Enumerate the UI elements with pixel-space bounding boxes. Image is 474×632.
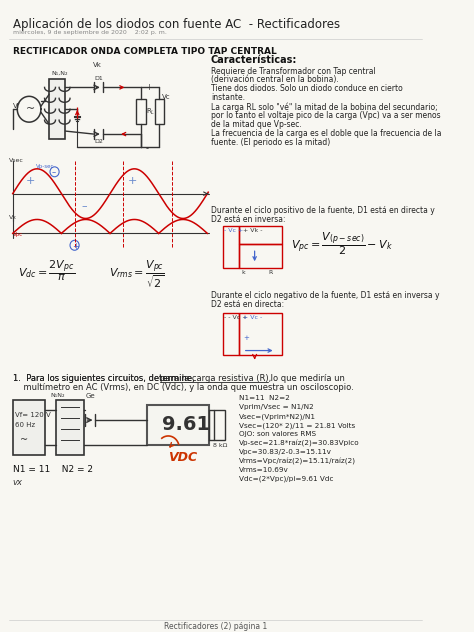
Text: N1=11  N2=2: N1=11 N2=2 bbox=[239, 395, 290, 401]
Text: Vsec=(120* 2)/11 = 21.81 Volts: Vsec=(120* 2)/11 = 21.81 Volts bbox=[239, 422, 356, 428]
Text: D2: D2 bbox=[95, 139, 103, 144]
Text: 9.61: 9.61 bbox=[162, 415, 210, 434]
Bar bbox=[137, 99, 146, 124]
Bar bbox=[147, 405, 209, 445]
Text: Vrms=10.69v: Vrms=10.69v bbox=[239, 467, 289, 473]
Text: 1.  Para los siguientes circuitos, determine,: 1. Para los siguientes circuitos, determ… bbox=[13, 374, 197, 384]
Text: Vp-sec=21.8*raíz(2)=30.83Vpico: Vp-sec=21.8*raíz(2)=30.83Vpico bbox=[239, 440, 360, 447]
Text: Características:: Características: bbox=[211, 54, 297, 64]
Bar bbox=[56, 400, 84, 455]
Bar bbox=[155, 99, 164, 124]
Text: La frecuencia de la carga es el doble que la frecuencia de la: La frecuencia de la carga es el doble qu… bbox=[211, 129, 441, 138]
Text: Vpc: Vpc bbox=[13, 233, 23, 238]
Text: fuente. (El periodo es la mitad): fuente. (El periodo es la mitad) bbox=[211, 138, 330, 147]
Text: Tiene dos diodos. Solo un diodo conduce en cierto: Tiene dos diodos. Solo un diodo conduce … bbox=[211, 85, 403, 94]
Text: -: - bbox=[146, 144, 148, 153]
Text: Ge: Ge bbox=[85, 393, 95, 399]
Text: vx: vx bbox=[13, 478, 23, 487]
Text: D2 está en inversa:: D2 está en inversa: bbox=[211, 214, 285, 224]
Text: +: + bbox=[146, 83, 152, 92]
Text: de la mitad que Vp-sec.: de la mitad que Vp-sec. bbox=[211, 120, 302, 129]
Text: Rectificadores (2) página 1: Rectificadores (2) página 1 bbox=[164, 622, 267, 631]
Text: N1 = 11    N2 = 2: N1 = 11 N2 = 2 bbox=[13, 465, 93, 474]
Text: +: + bbox=[128, 176, 137, 186]
Text: OJO: son valores RMS: OJO: son valores RMS bbox=[239, 431, 316, 437]
Text: + Vk -: + Vk - bbox=[243, 228, 262, 233]
Text: –: – bbox=[82, 202, 88, 212]
Text: Vk: Vk bbox=[93, 61, 101, 68]
Text: –: – bbox=[52, 168, 56, 177]
Bar bbox=[239, 245, 282, 268]
Text: para la carga resistiva (R),: para la carga resistiva (R), bbox=[160, 374, 271, 384]
Text: por lo tanto el voltaje pico de la carga (Vpc) va a ser menos: por lo tanto el voltaje pico de la carga… bbox=[211, 111, 441, 120]
Text: Requiere de Transformador con Tap central: Requiere de Transformador con Tap centra… bbox=[211, 66, 376, 76]
Text: D1: D1 bbox=[95, 76, 103, 82]
Bar bbox=[239, 313, 282, 355]
Text: lo que mediría un: lo que mediría un bbox=[268, 374, 345, 384]
Text: Vf: Vf bbox=[13, 103, 20, 109]
Text: $V_{pc} = \dfrac{V_{(p-sec)}}{2} - V_k$: $V_{pc} = \dfrac{V_{(p-sec)}}{2} - V_k$ bbox=[291, 231, 393, 257]
Text: RECTIFICADOR ONDA COMPLETA TIPO TAP CENTRAL: RECTIFICADOR ONDA COMPLETA TIPO TAP CENT… bbox=[13, 47, 276, 56]
Bar bbox=[223, 226, 239, 268]
Text: Vf= 120 V: Vf= 120 V bbox=[15, 412, 50, 418]
Text: miércoles, 9 de septiembre de 2020    2:02 p. m.: miércoles, 9 de septiembre de 2020 2:02 … bbox=[13, 30, 166, 35]
Text: Vc: Vc bbox=[162, 94, 171, 100]
Text: ~: ~ bbox=[20, 435, 28, 445]
Text: Vdc=(2*Vpc)/pi=9.61 Vdc: Vdc=(2*Vpc)/pi=9.61 Vdc bbox=[239, 476, 334, 482]
Text: Durante el ciclo negativo de la fuente, D1 está en inversa y: Durante el ciclo negativo de la fuente, … bbox=[211, 291, 439, 300]
Text: instante.: instante. bbox=[211, 94, 245, 102]
Text: + Vc -: + Vc - bbox=[243, 315, 262, 320]
Text: D2 está en directa:: D2 está en directa: bbox=[211, 300, 284, 309]
Bar bbox=[49, 80, 65, 139]
Text: Vx: Vx bbox=[9, 216, 17, 221]
Text: $V_{rms} = \dfrac{V_{pc}}{\sqrt{2}}$: $V_{rms} = \dfrac{V_{pc}}{\sqrt{2}}$ bbox=[109, 258, 164, 289]
Text: $V_{dc} = \dfrac{2V_{pc}}{\pi}$: $V_{dc} = \dfrac{2V_{pc}}{\pi}$ bbox=[18, 258, 75, 283]
Text: Aplicación de los diodos con fuente AC  - Rectificadores: Aplicación de los diodos con fuente AC -… bbox=[13, 18, 340, 31]
Text: ~: ~ bbox=[26, 104, 35, 114]
Text: 8 kΩ: 8 kΩ bbox=[213, 443, 227, 448]
Text: Vp-sec: Vp-sec bbox=[36, 164, 55, 169]
Text: R$_L$: R$_L$ bbox=[146, 107, 156, 118]
Text: Vprim/Vsec = N1/N2: Vprim/Vsec = N1/N2 bbox=[239, 404, 314, 410]
Text: La carga RL solo "vé" la mitad de la bobina del secundario;: La carga RL solo "vé" la mitad de la bob… bbox=[211, 102, 438, 112]
Text: (derivación central en la bobina).: (derivación central en la bobina). bbox=[211, 75, 339, 85]
Text: k: k bbox=[241, 270, 245, 275]
Text: Vsec=(Vprim*N2)/N1: Vsec=(Vprim*N2)/N1 bbox=[239, 413, 316, 420]
Text: N₁,N₂: N₁,N₂ bbox=[51, 71, 67, 75]
Text: +: + bbox=[72, 242, 79, 252]
Bar bbox=[13, 400, 45, 455]
Text: - Vc +: - Vc + bbox=[224, 228, 243, 233]
Text: 60 Hz: 60 Hz bbox=[15, 422, 35, 428]
Text: Durante el ciclo positivo de la fuente, D1 está en directa y: Durante el ciclo positivo de la fuente, … bbox=[211, 205, 435, 215]
Text: VDC: VDC bbox=[168, 451, 197, 464]
Text: - - Vc +: - - Vc + bbox=[224, 315, 247, 320]
Text: Vpc=30.83/2-0.3=15.11v: Vpc=30.83/2-0.3=15.11v bbox=[239, 449, 332, 455]
Text: R: R bbox=[268, 270, 273, 275]
Text: Vsec: Vsec bbox=[9, 158, 24, 163]
Text: multímetro en AC (Vrms), en DC (Vdc), y la onda que muestra un osciloscopio.: multímetro en AC (Vrms), en DC (Vdc), y … bbox=[13, 384, 354, 392]
Text: Vrms=Vpc/raíz(2)=15.11/raíz(2): Vrms=Vpc/raíz(2)=15.11/raíz(2) bbox=[239, 458, 356, 465]
Bar bbox=[239, 226, 282, 245]
Text: +: + bbox=[243, 335, 249, 341]
Bar bbox=[214, 410, 225, 440]
Text: 1.  Para los siguientes circuitos, determine,: 1. Para los siguientes circuitos, determ… bbox=[13, 374, 197, 384]
Text: N₁N₂: N₁N₂ bbox=[50, 393, 64, 398]
Bar bbox=[223, 313, 239, 355]
Text: +: + bbox=[26, 176, 35, 186]
